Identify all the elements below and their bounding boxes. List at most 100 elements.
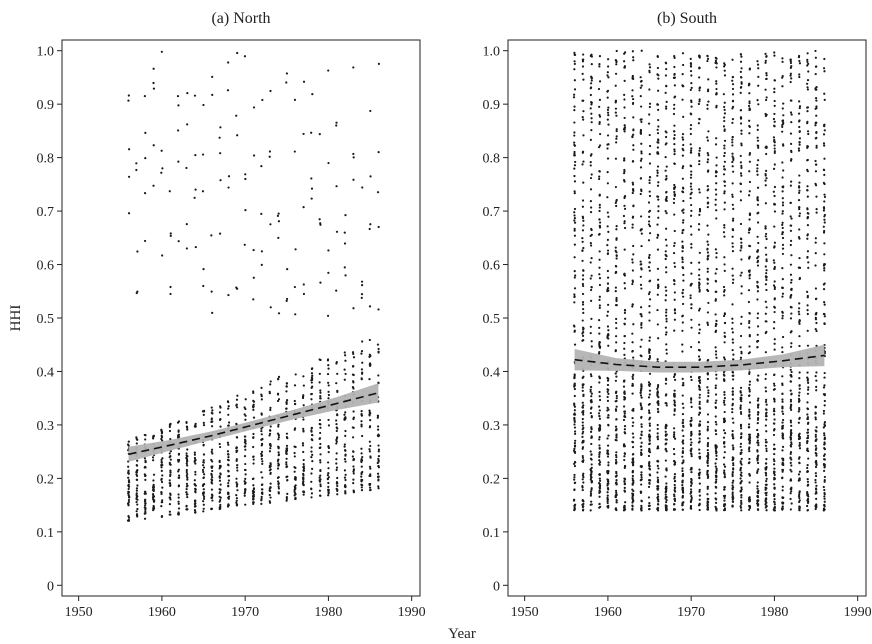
data-point [615,257,618,260]
data-point [673,495,676,498]
data-point [790,278,793,282]
data-point [211,499,214,502]
data-point [714,480,718,483]
data-point [673,486,677,490]
data-point [706,464,710,467]
data-point [681,343,684,346]
data-point [748,213,752,217]
data-point [789,184,792,187]
data-point [790,342,793,345]
data-point [789,432,793,436]
data-point [606,74,609,77]
data-point [227,497,230,500]
data-point [781,311,784,314]
data-point [715,356,718,359]
data-point [715,256,718,259]
data-point [336,476,339,480]
data-point [377,444,380,447]
data-point [127,491,130,494]
data-point [252,501,255,504]
data-point [210,448,214,451]
data-point [765,272,768,275]
data-point [606,225,609,228]
data-point [640,500,643,503]
data-point [632,453,635,456]
data-point [739,423,743,426]
data-point [765,480,768,483]
data-point [648,468,652,471]
data-point [177,507,181,510]
data-point [606,437,609,440]
data-point [631,135,634,139]
data-point [581,150,585,153]
data-point [236,489,239,492]
data-point [623,425,627,428]
data-point [722,285,726,289]
data-point [607,230,610,233]
data-point [656,488,659,491]
data-point [698,411,702,414]
data-point [773,120,776,123]
y-tick-label: 0.6 [483,259,501,274]
data-point [756,439,760,442]
data-point [127,476,130,479]
data-point [607,413,610,417]
data-point [135,500,138,504]
data-point [789,398,793,401]
data-point [615,321,618,325]
data-point [614,475,617,478]
data-point [806,466,809,470]
data-point [715,507,718,510]
data-point [789,461,792,464]
data-point [748,435,751,438]
data-point [656,286,660,290]
data-point [665,311,668,314]
data-point [169,458,172,461]
data-point [326,372,330,376]
data-point [606,484,609,487]
data-point [673,124,676,127]
data-point [573,409,576,412]
data-point [740,246,743,249]
data-point [161,457,164,460]
data-point [732,479,735,482]
data-point [764,52,767,55]
data-point [756,461,760,465]
data-point [756,312,760,315]
data-point [152,434,156,437]
data-point [698,452,701,455]
data-point [773,486,776,489]
data-point [607,106,610,109]
data-point [285,463,288,466]
data-point [614,249,617,252]
data-point [343,418,346,421]
data-point [294,496,297,499]
data-point [327,69,330,72]
data-point [789,263,793,266]
data-point [219,179,222,182]
data-point [823,432,826,435]
data-point [615,455,618,459]
data-point [748,481,751,484]
data-point [648,411,651,414]
data-point [732,158,735,161]
data-point [252,436,255,439]
data-point [707,301,710,305]
data-point [614,438,617,442]
y-tick-label: 0 [47,579,54,594]
data-point [798,313,801,316]
data-point [606,388,609,391]
data-point [623,98,626,101]
data-point [756,508,760,511]
data-point [682,273,685,277]
data-point [822,426,825,429]
data-point [615,238,618,241]
data-point [781,477,784,480]
data-point [615,296,618,300]
data-point [336,484,339,488]
data-point [806,159,809,162]
data-point [690,398,693,401]
data-point [581,440,585,444]
data-point [648,450,651,453]
